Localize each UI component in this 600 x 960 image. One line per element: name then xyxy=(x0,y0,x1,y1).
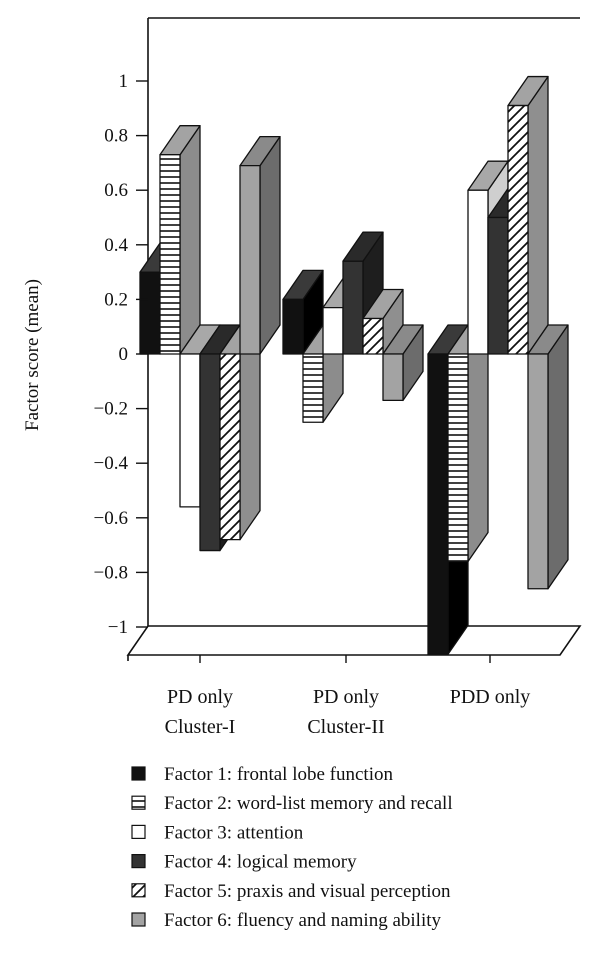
bar-front-face xyxy=(322,306,344,355)
legend-item: Factor 3: attention xyxy=(131,822,304,843)
legend-swatch xyxy=(131,795,146,810)
bar-front-face xyxy=(382,353,404,402)
bar-front-face xyxy=(179,353,201,508)
bar-front-face xyxy=(467,189,489,355)
bar-front-face xyxy=(199,353,221,552)
bar-side-face xyxy=(239,324,261,541)
bar xyxy=(382,324,424,402)
bar-front-face xyxy=(342,260,364,355)
legend-swatch xyxy=(131,824,146,840)
y-axis-ticks: −1 −0.8 −0.6 −0.4 −0.2 0 0.2 0.4 0.6 0.8 1 xyxy=(94,71,148,638)
legend-item: Factor 2: word-list memory and recall xyxy=(131,793,453,814)
category-label: PD only xyxy=(313,686,379,708)
bar xyxy=(507,75,549,355)
legend-label: Factor 6: fluency and naming ability xyxy=(164,910,442,931)
bar-front-face xyxy=(447,353,469,563)
bar xyxy=(527,324,569,590)
y-tick-label: −0.4 xyxy=(94,453,129,474)
bar-front-face xyxy=(159,154,181,355)
legend-label: Factor 1: frontal lobe function xyxy=(164,764,393,785)
legend-swatch xyxy=(131,766,146,781)
category-label: Cluster-I xyxy=(165,716,236,738)
bar-front-face xyxy=(139,271,161,355)
bar xyxy=(239,135,281,355)
bar-front-face xyxy=(219,353,241,541)
y-tick-label: −0.2 xyxy=(94,399,128,420)
bar-front-face xyxy=(282,298,304,355)
bar-front-face xyxy=(239,164,261,355)
bar-side-face xyxy=(179,125,201,355)
chart-floor xyxy=(126,625,582,656)
y-tick-label: 0 xyxy=(119,344,129,365)
legend-swatch xyxy=(131,883,146,898)
bar-side-face xyxy=(547,324,569,590)
category-label: PDD only xyxy=(450,686,531,708)
legend-item: Factor 4: logical memory xyxy=(131,852,357,873)
category-label: PD only xyxy=(167,686,233,708)
bar xyxy=(447,324,489,563)
legend-item: Factor 1: frontal lobe function xyxy=(131,764,393,785)
bar xyxy=(159,125,201,355)
bar-front-face xyxy=(507,104,529,355)
y-tick-label: 0.4 xyxy=(104,235,128,256)
legend-label: Factor 4: logical memory xyxy=(164,852,357,873)
legend-label: Factor 2: word-list memory and recall xyxy=(164,793,453,814)
bar xyxy=(282,269,324,355)
bar xyxy=(362,288,404,355)
bar-front-face xyxy=(427,353,449,655)
bar-front-face xyxy=(487,216,509,355)
x-axis-categories: PD only Cluster-I PD only Cluster-II PDD onl… xyxy=(165,686,531,738)
bar-front-face xyxy=(527,353,549,590)
legend-item: Factor 6: fluency and naming ability xyxy=(131,910,442,931)
bars-group xyxy=(139,75,569,655)
y-axis-label: Factor score (mean) xyxy=(22,279,43,431)
legend: Factor 1: frontal lobe function Factor 2:… xyxy=(131,764,453,931)
y-tick-label: −0.8 xyxy=(94,562,128,583)
y-tick-label: 0.6 xyxy=(104,180,128,201)
y-tick-label: −1 xyxy=(108,617,128,638)
y-tick-label: 0.8 xyxy=(104,126,128,147)
legend-item: Factor 5: praxis and visual perception xyxy=(131,881,451,902)
y-tick-label: 1 xyxy=(119,71,129,92)
category-label: Cluster-II xyxy=(307,716,384,738)
y-tick-label: −0.6 xyxy=(94,508,128,529)
bar xyxy=(219,324,261,541)
bar-front-face xyxy=(362,317,384,355)
legend-swatch xyxy=(131,912,146,927)
legend-swatch xyxy=(131,853,146,869)
bar-side-face xyxy=(259,135,281,355)
bar-side-face xyxy=(527,75,549,355)
bar-front-face xyxy=(302,353,324,423)
legend-label: Factor 5: praxis and visual perception xyxy=(164,881,451,902)
legend-label: Factor 3: attention xyxy=(164,822,304,843)
bar-side-face xyxy=(467,324,489,563)
y-tick-label: 0.2 xyxy=(104,289,128,310)
